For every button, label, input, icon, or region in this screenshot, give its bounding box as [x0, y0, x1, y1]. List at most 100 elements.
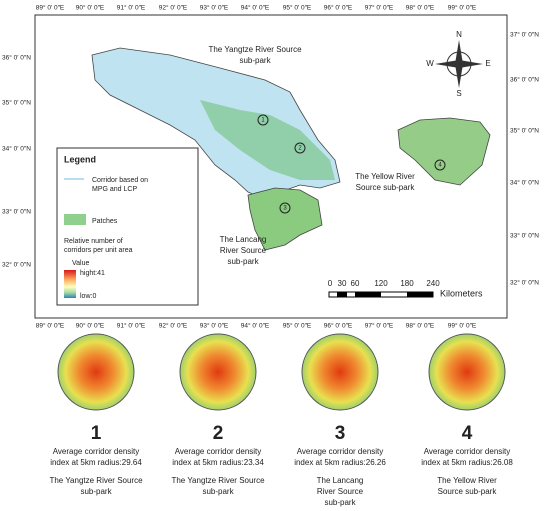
density-circle — [301, 333, 379, 411]
lon-label: 93° 0′ 0″E — [200, 4, 229, 12]
lon-label: 95° 0′ 0″E — [283, 4, 312, 12]
lon-label: 90° 0′ 0″E — [76, 4, 105, 12]
compass-label: S — [456, 89, 461, 98]
compass — [435, 40, 483, 88]
lon-label: 94° 0′ 0″E — [241, 4, 270, 12]
panel-number: 3 — [335, 423, 346, 444]
legend — [56, 147, 199, 306]
lat-label: 32° 0′ 0″N — [510, 279, 539, 287]
panel-description: Average corridor density — [53, 447, 140, 456]
panel-name: The Yangtze River Source — [171, 476, 265, 485]
lon-label: 95° 0′ 0″E — [283, 322, 312, 330]
panel-number: 2 — [213, 423, 224, 444]
legend-text: low:0 — [80, 293, 96, 300]
marker — [434, 159, 446, 171]
lon-label: 92° 0′ 0″E — [159, 322, 188, 330]
lon-label: 99° 0′ 0″E — [448, 4, 477, 12]
density-panels — [57, 333, 506, 411]
lon-label: 91° 0′ 0″E — [117, 322, 146, 330]
region-label: The Yellow River — [355, 172, 415, 181]
lat-label: 34° 0′ 0″N — [2, 145, 31, 153]
panel-name: The Yangtze River Source — [49, 476, 143, 485]
scale-tick: 180 — [400, 279, 414, 288]
panel-description: index at 5km radius:26.08 — [421, 458, 513, 467]
panel-name: The Lancang — [317, 476, 364, 485]
legend-text: Patches — [92, 218, 118, 225]
panel-name: sub-park — [202, 487, 234, 496]
region-label: River Source — [220, 246, 267, 255]
compass-label: N — [456, 30, 462, 39]
region-label: sub-park — [239, 56, 271, 65]
marker — [279, 202, 291, 214]
scale-tick: 120 — [374, 279, 388, 288]
panel-name: Source sub-park — [438, 487, 498, 496]
legend-text: Value — [72, 260, 89, 267]
legend-title: Legend — [64, 154, 96, 164]
lat-label: 36° 0′ 0″N — [2, 54, 31, 62]
lat-label: 32° 0′ 0″N — [2, 261, 31, 269]
panel-description: index at 5km radius:23.34 — [172, 458, 264, 467]
marker-label: 1 — [261, 118, 265, 124]
marker-label: 2 — [298, 146, 302, 152]
lat-label: 35° 0′ 0″N — [2, 99, 31, 107]
legend-text: Relative number of — [64, 238, 123, 245]
lon-label: 89° 0′ 0″E — [36, 4, 65, 12]
lon-label: 96° 0′ 0″E — [324, 322, 353, 330]
panel-description: index at 5km radius:26.26 — [294, 458, 386, 467]
lat-label: 33° 0′ 0″N — [2, 208, 31, 216]
lon-label: 89° 0′ 0″E — [36, 322, 65, 330]
lat-label: 37° 0′ 0″N — [510, 31, 539, 39]
panel-name: The Yellow River — [437, 476, 497, 485]
panel-number: 4 — [462, 423, 473, 444]
legend-text: Corridor based on — [92, 177, 148, 184]
marker-label: 3 — [283, 206, 287, 212]
lat-label: 35° 0′ 0″N — [510, 127, 539, 135]
lon-label: 99° 0′ 0″E — [448, 322, 477, 330]
lon-label: 97° 0′ 0″E — [365, 4, 394, 12]
scale-tick: 0 — [328, 279, 333, 288]
marker — [294, 142, 306, 154]
panel-name: sub-park — [324, 498, 356, 507]
lon-label: 93° 0′ 0″E — [200, 322, 229, 330]
scale-tick: 30 — [338, 279, 347, 288]
region-label: sub-park — [227, 257, 259, 266]
scale-unit: Kilometers — [440, 288, 483, 298]
panel-name: sub-park — [80, 487, 112, 496]
scale-tick: 240 — [426, 279, 440, 288]
compass-label: W — [426, 59, 434, 68]
marker-label: 4 — [438, 163, 442, 169]
map-regions — [91, 47, 491, 251]
lon-label: 98° 0′ 0″E — [406, 4, 435, 12]
panel-number: 1 — [91, 423, 102, 444]
yangtze-patches — [200, 100, 335, 180]
lon-label: 97° 0′ 0″E — [365, 322, 394, 330]
compass-label: E — [485, 59, 490, 68]
panel-description: Average corridor density — [424, 447, 511, 456]
labels: 89° 0′ 0″E 89° 0′ 0″E 90° 0′ 0″E 90° 0′ 0″E… — [2, 4, 539, 507]
lat-label: 33° 0′ 0″N — [510, 232, 539, 240]
panel-description: index at 5km radius:29.64 — [50, 458, 142, 467]
region-label: The Lancang — [220, 235, 267, 244]
legend-text: corridors per unit area — [64, 247, 133, 254]
scale-bar — [328, 291, 434, 298]
lon-label: 91° 0′ 0″E — [117, 4, 146, 12]
lon-label: 90° 0′ 0″E — [76, 322, 105, 330]
region-label: The Yangtze River Source — [208, 45, 302, 54]
lat-label: 34° 0′ 0″N — [510, 179, 539, 187]
region-label: Source sub-park — [356, 183, 416, 192]
density-circle — [57, 333, 135, 411]
lon-label: 98° 0′ 0″E — [406, 322, 435, 330]
lon-label: 94° 0′ 0″E — [241, 322, 270, 330]
scale-tick: 60 — [351, 279, 360, 288]
legend-text: hight:41 — [80, 270, 105, 277]
panel-name: River Source — [317, 487, 364, 496]
lat-label: 36° 0′ 0″N — [510, 76, 539, 84]
density-circle — [179, 333, 257, 411]
lon-label: 96° 0′ 0″E — [324, 4, 353, 12]
density-circle — [428, 333, 506, 411]
panel-description: Average corridor density — [297, 447, 384, 456]
lon-label: 92° 0′ 0″E — [159, 4, 188, 12]
panel-description: Average corridor density — [175, 447, 262, 456]
legend-text: MPG and LCP — [92, 186, 137, 193]
